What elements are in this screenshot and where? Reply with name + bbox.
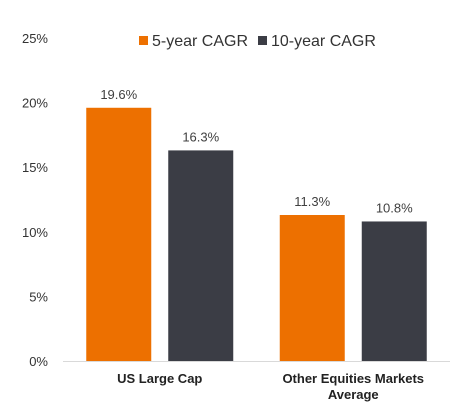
bar (168, 150, 234, 361)
legend-label: 10-year CAGR (271, 33, 376, 50)
x-tick-label: Other Equities Markets (282, 371, 424, 386)
bar (361, 221, 427, 361)
data-label: 19.6% (100, 87, 137, 102)
y-tick-label: 10% (22, 225, 48, 240)
y-tick-label: 5% (29, 289, 48, 304)
x-tick-label: US Large Cap (117, 371, 202, 386)
data-label: 16.3% (182, 129, 219, 144)
bar (86, 107, 152, 361)
y-tick-label: 20% (22, 96, 48, 111)
legend-swatch (258, 36, 267, 45)
x-tick-label: Average (328, 387, 379, 402)
data-label: 10.8% (376, 200, 413, 215)
legend-label: 5-year CAGR (152, 33, 248, 50)
y-tick-label: 25% (22, 31, 48, 46)
data-label: 11.3% (294, 194, 330, 209)
y-tick-label: 0% (29, 354, 48, 369)
bar (279, 215, 345, 361)
legend-swatch (139, 36, 148, 45)
y-tick-label: 15% (22, 160, 48, 175)
